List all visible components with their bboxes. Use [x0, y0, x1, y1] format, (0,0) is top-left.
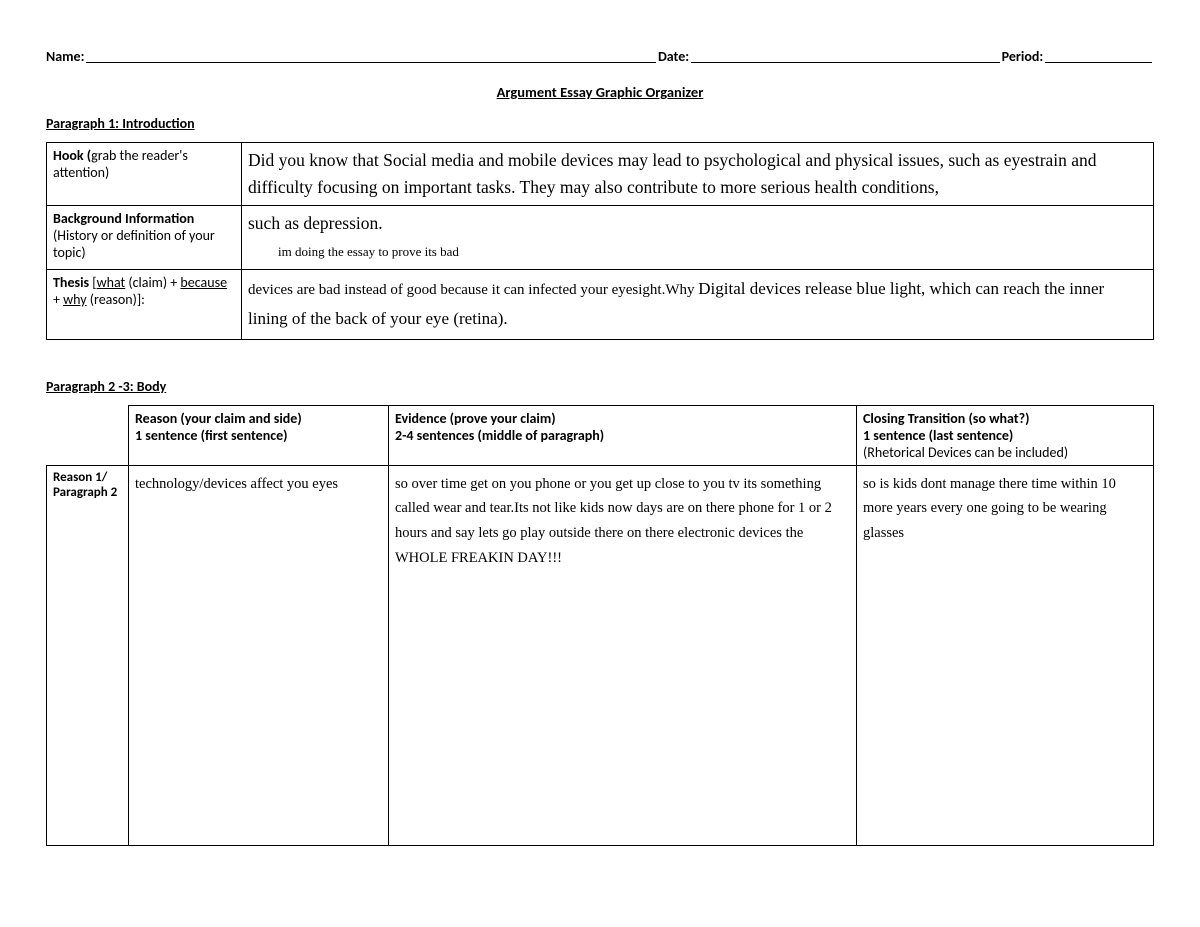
- hook-label: Hook (grab the reader's attention): [47, 143, 242, 206]
- date-label: Date:: [658, 48, 689, 65]
- hook-row: Hook (grab the reader's attention) Did y…: [47, 143, 1154, 206]
- reason-h1: Reason (your claim and side): [135, 410, 302, 427]
- thesis-mid1: (claim) +: [125, 274, 180, 291]
- thesis-label-bold: Thesis: [53, 274, 89, 291]
- blank-corner: [47, 405, 129, 465]
- evidence-header: Evidence (prove your claim) 2-4 sentence…: [389, 405, 857, 465]
- section2-heading: Paragraph 2 -3: Body: [46, 378, 1154, 395]
- reason1-row: Reason 1/ Paragraph 2 technology/devices…: [47, 465, 1154, 845]
- thesis-label: Thesis [what (claim) + because + why (re…: [47, 269, 242, 339]
- thesis-u3: why: [63, 291, 86, 308]
- reason1-closing: so is kids dont manage there time within…: [857, 465, 1154, 845]
- name-blank[interactable]: [86, 48, 656, 63]
- body-table: Reason (your claim and side) 1 sentence …: [46, 405, 1154, 846]
- closing-note: (Rhetorical Devices can be included): [863, 444, 1068, 461]
- thesis-u1: what: [97, 274, 126, 291]
- background-label-bold: Background Information: [53, 210, 194, 227]
- date-blank[interactable]: [691, 48, 999, 63]
- closing-h2: 1 sentence (last sentence): [863, 427, 1013, 444]
- name-label: Name:: [46, 48, 84, 65]
- closing-h1: Closing Transition (so what?): [863, 410, 1030, 427]
- evidence-h1: Evidence (prove your claim): [395, 410, 556, 427]
- closing-header: Closing Transition (so what?) 1 sentence…: [857, 405, 1154, 465]
- reason-header: Reason (your claim and side) 1 sentence …: [129, 405, 389, 465]
- thesis-end: (reason)]:: [87, 291, 145, 308]
- thesis-bracket: [: [89, 274, 96, 291]
- hook-content: Did you know that Social media and mobil…: [242, 143, 1154, 206]
- background-line1: such as depression.: [248, 213, 383, 233]
- thesis-u2: because: [180, 274, 227, 291]
- intro-table: Hook (grab the reader's attention) Did y…: [46, 142, 1154, 340]
- background-row: Background Information (History or defin…: [47, 206, 1154, 269]
- reason-h2: 1 sentence (first sentence): [135, 427, 288, 444]
- period-blank[interactable]: [1045, 48, 1152, 63]
- thesis-content: devices are bad instead of good because …: [242, 269, 1154, 339]
- period-label: Period:: [1002, 48, 1044, 65]
- hook-label-bold: Hook (: [53, 147, 91, 164]
- evidence-h2: 2-4 sentences (middle of paragraph): [395, 427, 604, 444]
- body-header-row: Reason (your claim and side) 1 sentence …: [47, 405, 1154, 465]
- thesis-mid2: +: [53, 291, 63, 308]
- background-content: such as depression. im doing the essay t…: [242, 206, 1154, 269]
- section1-heading: Paragraph 1: Introduction: [46, 115, 1154, 132]
- background-note: im doing the essay to prove its bad: [278, 244, 459, 259]
- document-title: Argument Essay Graphic Organizer: [46, 83, 1154, 101]
- reason1-label: Reason 1/ Paragraph 2: [47, 465, 129, 845]
- header-fields: Name: Date: Period:: [46, 48, 1154, 65]
- background-label: Background Information (History or defin…: [47, 206, 242, 269]
- reason1-evidence: so over time get on you phone or you get…: [389, 465, 857, 845]
- background-label-rest: (History or definition of your topic): [53, 227, 215, 261]
- thesis-row: Thesis [what (claim) + because + why (re…: [47, 269, 1154, 339]
- thesis-small: devices are bad instead of good because …: [248, 282, 698, 298]
- reason1-reason: technology/devices affect you eyes: [129, 465, 389, 845]
